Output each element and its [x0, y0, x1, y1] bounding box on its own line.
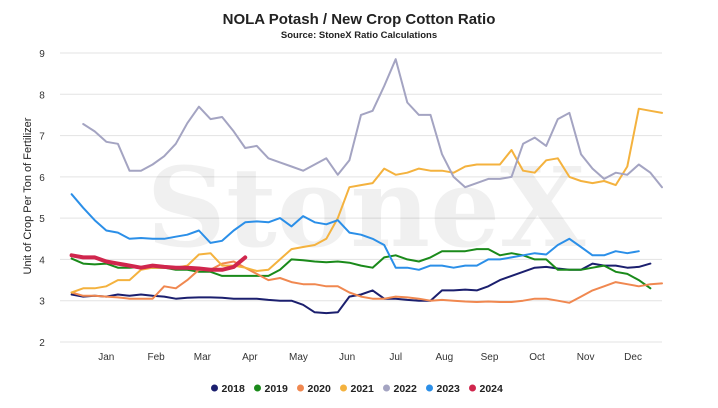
x-tick-label-oct: Oct	[529, 352, 545, 363]
y-tick-label: 3	[39, 297, 45, 308]
legend-marker-2018	[211, 384, 218, 392]
legend: 2018 2019 2020 2021 2022 2023 2024	[211, 383, 503, 395]
x-tick-label-may: May	[289, 352, 308, 363]
legend-marker-2023	[426, 384, 433, 392]
chart-title: NOLA Potash / New Crop Cotton Ratio	[223, 11, 496, 28]
y-tick-label: 9	[39, 49, 45, 60]
y-axis-label: Unit of Crop Per Ton of Fertilizer	[22, 117, 34, 274]
x-tick-label-jan: Jan	[98, 352, 114, 363]
legend-label-2018: 2018	[222, 383, 246, 395]
legend-label-2022: 2022	[394, 383, 418, 395]
series-line-2018	[70, 262, 652, 315]
legend-marker-2021	[340, 384, 347, 392]
x-tick-label-nov: Nov	[577, 352, 595, 363]
x-tick-label-mar: Mar	[194, 352, 212, 363]
series-line-2020	[70, 260, 663, 304]
legend-label-2024: 2024	[480, 383, 504, 395]
legend-label-2019: 2019	[265, 383, 289, 395]
legend-label-2020: 2020	[308, 383, 332, 395]
y-tick-label: 8	[39, 90, 45, 101]
series-line-2022	[82, 58, 663, 189]
legend-marker-2020	[297, 384, 304, 392]
axis-layer: 2 3 4 5 6 7 8 9 Jan Feb Mar Apr May Jun Jul Aug Sep Oct No…	[39, 49, 642, 363]
x-tick-label-jul: Jul	[389, 352, 402, 363]
legend-label-2023: 2023	[437, 383, 461, 395]
x-tick-label-feb: Feb	[147, 352, 165, 363]
series-layer	[69, 58, 663, 315]
x-tick-label-sep: Sep	[481, 352, 499, 363]
watermark: StoneX	[147, 143, 587, 272]
grid-layer	[60, 52, 662, 343]
legend-label-2021: 2021	[351, 383, 375, 395]
y-tick-label: 5	[39, 214, 45, 225]
series-line-2023	[70, 193, 640, 271]
series-line-2024	[69, 253, 248, 272]
x-tick-label-apr: Apr	[242, 352, 258, 363]
legend-marker-2022	[383, 384, 390, 392]
chart-subtitle: Source: StoneX Ratio Calculations	[281, 30, 437, 41]
x-tick-label-jun: Jun	[339, 352, 355, 363]
y-tick-label: 7	[39, 132, 45, 143]
legend-marker-2024	[469, 384, 476, 392]
legend-marker-2019	[254, 384, 261, 392]
y-tick-label: 4	[39, 255, 45, 266]
y-tick-label: 6	[39, 173, 45, 184]
y-tick-label: 2	[39, 338, 45, 349]
x-tick-label-dec: Dec	[624, 352, 642, 363]
x-tick-label-aug: Aug	[435, 352, 453, 363]
